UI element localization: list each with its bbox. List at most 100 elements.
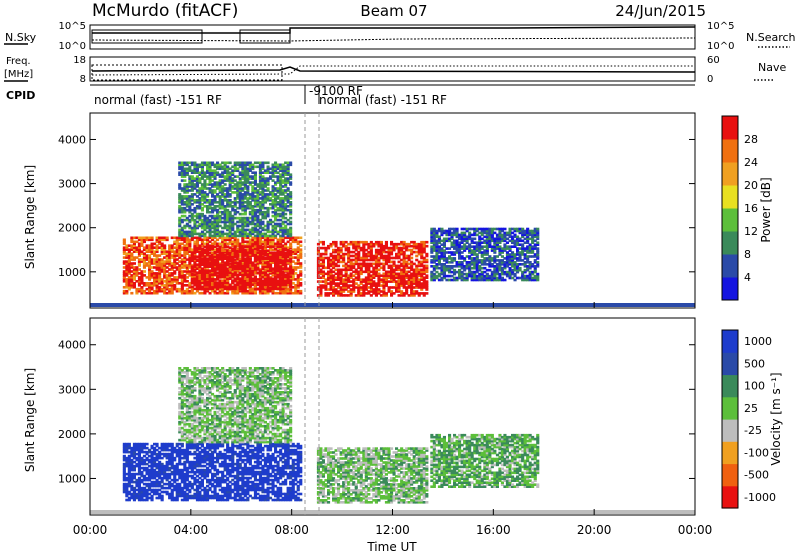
power-echo-cell [349,284,353,287]
power-echo-cell [513,263,517,266]
power-echo-cell [190,285,194,289]
power-echo-cell [180,226,184,230]
power-echo-cell [248,281,252,284]
power-echo-cell [243,230,247,234]
power-echo-cell [226,179,230,182]
power-echo-cell [344,262,348,266]
power-echo-cell [263,206,267,210]
power-echo-cell [148,238,152,242]
power-echo-cell [193,240,197,244]
power-echo-cell [198,277,202,280]
power-echo-cell [231,177,235,180]
power-echo-cell [226,187,230,190]
power-echo-cell [246,255,250,258]
power-echo-cell [382,288,386,291]
power-echo-cell [286,275,290,278]
power-echo-cell [158,262,162,265]
power-echo-cell [526,255,530,258]
power-echo-cell [241,236,245,240]
power-echo-cell [221,191,225,194]
power-echo-cell [430,237,434,241]
power-echo-cell [213,208,217,212]
power-echo-cell [339,246,343,250]
power-echo-cell [238,249,242,252]
power-echo-cell [468,243,472,246]
power-echo-cell [208,285,212,289]
power-echo-cell [463,239,467,243]
power-echo-cell [251,269,255,272]
power-echo-cell [145,276,149,279]
power-echo-cell [319,286,323,289]
power-echo-cell [281,280,285,283]
power-echo-cell [263,261,267,264]
power-echo-cell [221,275,225,278]
power-echo-cell [251,167,255,171]
power-echo-cell [531,245,535,248]
power-echo-cell [150,287,154,291]
power-echo-cell [246,224,250,228]
power-echo-cell [390,294,394,297]
power-echo-cell [218,175,222,178]
power-echo-cell [243,216,247,220]
power-echo-cell [440,263,444,266]
power-echo-cell [216,193,220,196]
power-echo-cell [430,241,434,244]
power-echo-cell [236,197,240,200]
power-echo-cell [183,179,187,182]
power-echo-cell [200,212,204,216]
power-echo-cell [216,247,220,250]
power-echo-cell [243,265,247,268]
power-echo-cell [266,220,270,224]
power-echo-cell [390,256,394,260]
power-echo-cell [203,242,207,246]
power-echo-cell [258,193,262,196]
power-echo-cell [493,241,497,244]
power-echo-cell [415,250,419,254]
power-echo-cell [135,236,139,240]
power-echo-cell [253,210,257,214]
power-echo-cell [158,258,162,261]
power-echo-cell [362,278,366,281]
power-echo-cell [195,171,199,174]
power-echo-cell [405,254,409,258]
power-echo-cell [241,259,245,262]
power-echo-cell [178,250,182,253]
power-echo-cell [392,276,396,279]
power-echo-cell [178,272,182,275]
power-echo-cell [130,264,134,267]
power-echo-cell [442,274,446,278]
power-echo-cell [180,262,184,265]
power-echo-cell [226,161,230,165]
power-echo-cell [193,236,197,240]
power-echo-cell [256,199,260,202]
power-echo-cell [395,282,399,285]
power-echo-cell [480,227,484,231]
power-echo-cell [193,249,197,252]
power-echo-cell [170,282,174,285]
power-echo-cell [422,246,426,250]
power-echo-cell [279,214,283,218]
power-echo-cell [248,183,252,186]
power-echo-cell [382,258,386,262]
power-echo-cell [223,257,227,260]
power-echo-cell [518,268,522,272]
power-echo-cell [228,189,232,192]
power-echo-cell [127,254,131,257]
power-echo-cell [236,275,240,278]
power-echo-cell [148,268,152,271]
power-echo-cell [437,229,441,233]
power-echo-cell [198,245,202,248]
power-echo-cell [185,291,189,295]
power-echo-cell [332,286,336,289]
power-echo-cell [190,183,194,186]
power-echo-cell [223,220,227,224]
power-echo-cell [327,256,331,260]
power-echo-cell [213,201,217,204]
power-echo-cell [200,191,204,194]
power-echo-cell [276,165,280,169]
power-echo-cell [299,291,303,295]
power-echo-cell [256,195,260,198]
power-echo-cell [195,175,199,178]
power-echo-cell [153,284,157,287]
power-echo-cell [206,283,210,287]
